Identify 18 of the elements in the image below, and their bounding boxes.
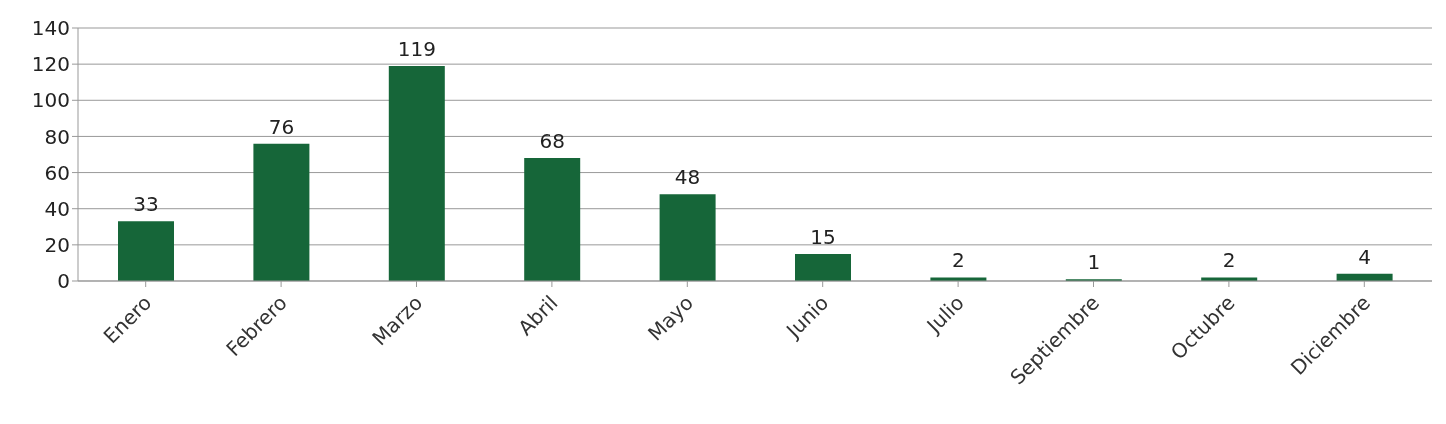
data-label: 68: [539, 129, 565, 154]
data-label: 1: [1087, 250, 1101, 275]
data-label: 2: [952, 248, 965, 273]
data-label: 4: [1358, 244, 1371, 269]
data-label: 76: [268, 114, 295, 139]
y-tick-label: 60: [44, 160, 70, 185]
y-tick-label: 80: [44, 124, 70, 149]
y-tick-label: 0: [57, 269, 70, 294]
y-tick-label: 100: [31, 88, 70, 113]
y-tick-label: 120: [31, 52, 70, 77]
data-label: 15: [810, 224, 836, 249]
data-label: 48: [674, 165, 701, 190]
data-label: 33: [133, 192, 159, 217]
y-tick-label: 20: [44, 232, 70, 257]
y-tick-label: 40: [44, 196, 70, 221]
data-label: 119: [397, 36, 436, 61]
data-label: 2: [1222, 248, 1236, 273]
y-tick-label: 140: [31, 16, 70, 41]
